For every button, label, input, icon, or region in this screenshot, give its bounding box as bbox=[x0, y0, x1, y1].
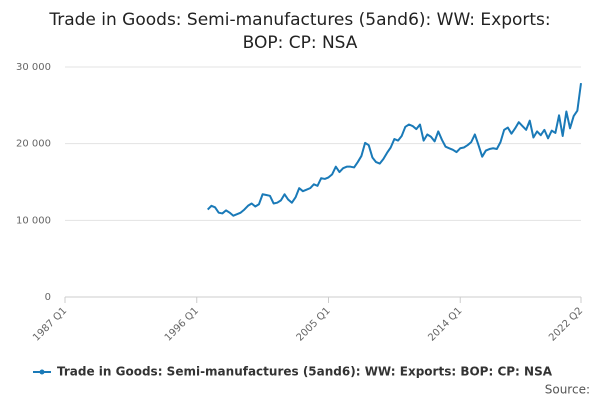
chart-subtitle: BOP: CP: NSA bbox=[243, 33, 358, 53]
legend-label: Trade in Goods: Semi-manufactures (5and6… bbox=[57, 365, 553, 379]
x-tick-label: 2014 Q1 bbox=[426, 305, 464, 343]
x-tick-label: 2022 Q2 bbox=[547, 305, 585, 343]
x-tick-label: 1987 Q1 bbox=[31, 305, 69, 343]
x-tick-label: 2005 Q1 bbox=[295, 305, 333, 343]
legend-dot bbox=[39, 369, 45, 375]
data-line bbox=[206, 82, 582, 217]
y-tick-label: 10 000 bbox=[16, 215, 51, 226]
chart-title: Trade in Goods: Semi-manufactures (5and6… bbox=[48, 10, 550, 30]
y-tick-label: 0 bbox=[45, 292, 51, 303]
y-tick-label: 20 000 bbox=[16, 139, 51, 150]
x-tick-label: 1996 Q1 bbox=[163, 305, 201, 343]
y-tick-label: 30 000 bbox=[16, 62, 51, 73]
source: Source: bbox=[545, 383, 590, 397]
